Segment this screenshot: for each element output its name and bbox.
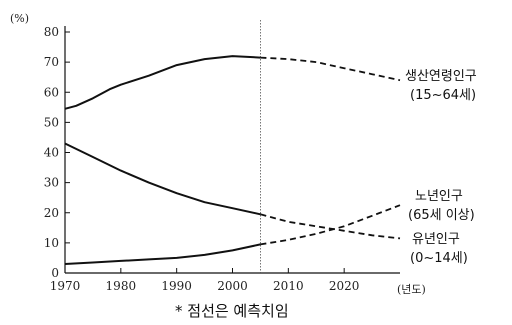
x-tick-label: 1970	[50, 279, 81, 293]
series-label-youth: 유년인구	[412, 232, 460, 247]
y-axis: 0 10 20 30 40 50 60 70 80	[44, 25, 70, 280]
y-tick-label: 30	[44, 176, 59, 190]
y-tick-label: 20	[44, 206, 59, 220]
x-tick-label: 2020	[329, 279, 360, 293]
x-tick-label: 2010	[273, 279, 304, 293]
x-axis: 1970 1980 1990 2000 2010 2020	[50, 268, 400, 293]
series-sublabel-youth: (0~14세)	[410, 251, 468, 266]
series-line-actual-1	[64, 243, 261, 265]
y-tick-label: 60	[44, 85, 59, 99]
series-label-elderly: 노년인구	[415, 189, 463, 204]
y-tick-label: 40	[44, 146, 59, 160]
y-tick-label: 80	[44, 25, 59, 39]
projection-note: * 점선은 예측치임	[175, 302, 289, 320]
y-tick-label: 0	[51, 266, 59, 280]
series-label-working-age: 생산연령인구	[405, 69, 477, 84]
series-lines	[64, 20, 401, 273]
y-tick-label: 70	[44, 55, 59, 69]
y-tick-label: 50	[44, 115, 59, 129]
x-tick-label: 2000	[217, 279, 248, 293]
series-line-projected-2	[260, 213, 401, 240]
series-line-projected-0	[260, 56, 401, 82]
y-tick-label: 10	[44, 236, 59, 250]
series-sublabel-elderly: (65세 이상)	[408, 208, 475, 223]
series-line-actual-2	[64, 142, 261, 216]
series-sublabel-working-age: (15~64세)	[410, 88, 476, 103]
series-line-projected-1	[260, 204, 401, 246]
x-tick-label: 1980	[106, 279, 137, 293]
x-axis-unit-label: (년도)	[397, 283, 426, 296]
x-tick-label: 1990	[161, 279, 192, 293]
y-axis-unit-label: (%)	[10, 12, 29, 25]
series-line-actual-0	[64, 55, 261, 110]
